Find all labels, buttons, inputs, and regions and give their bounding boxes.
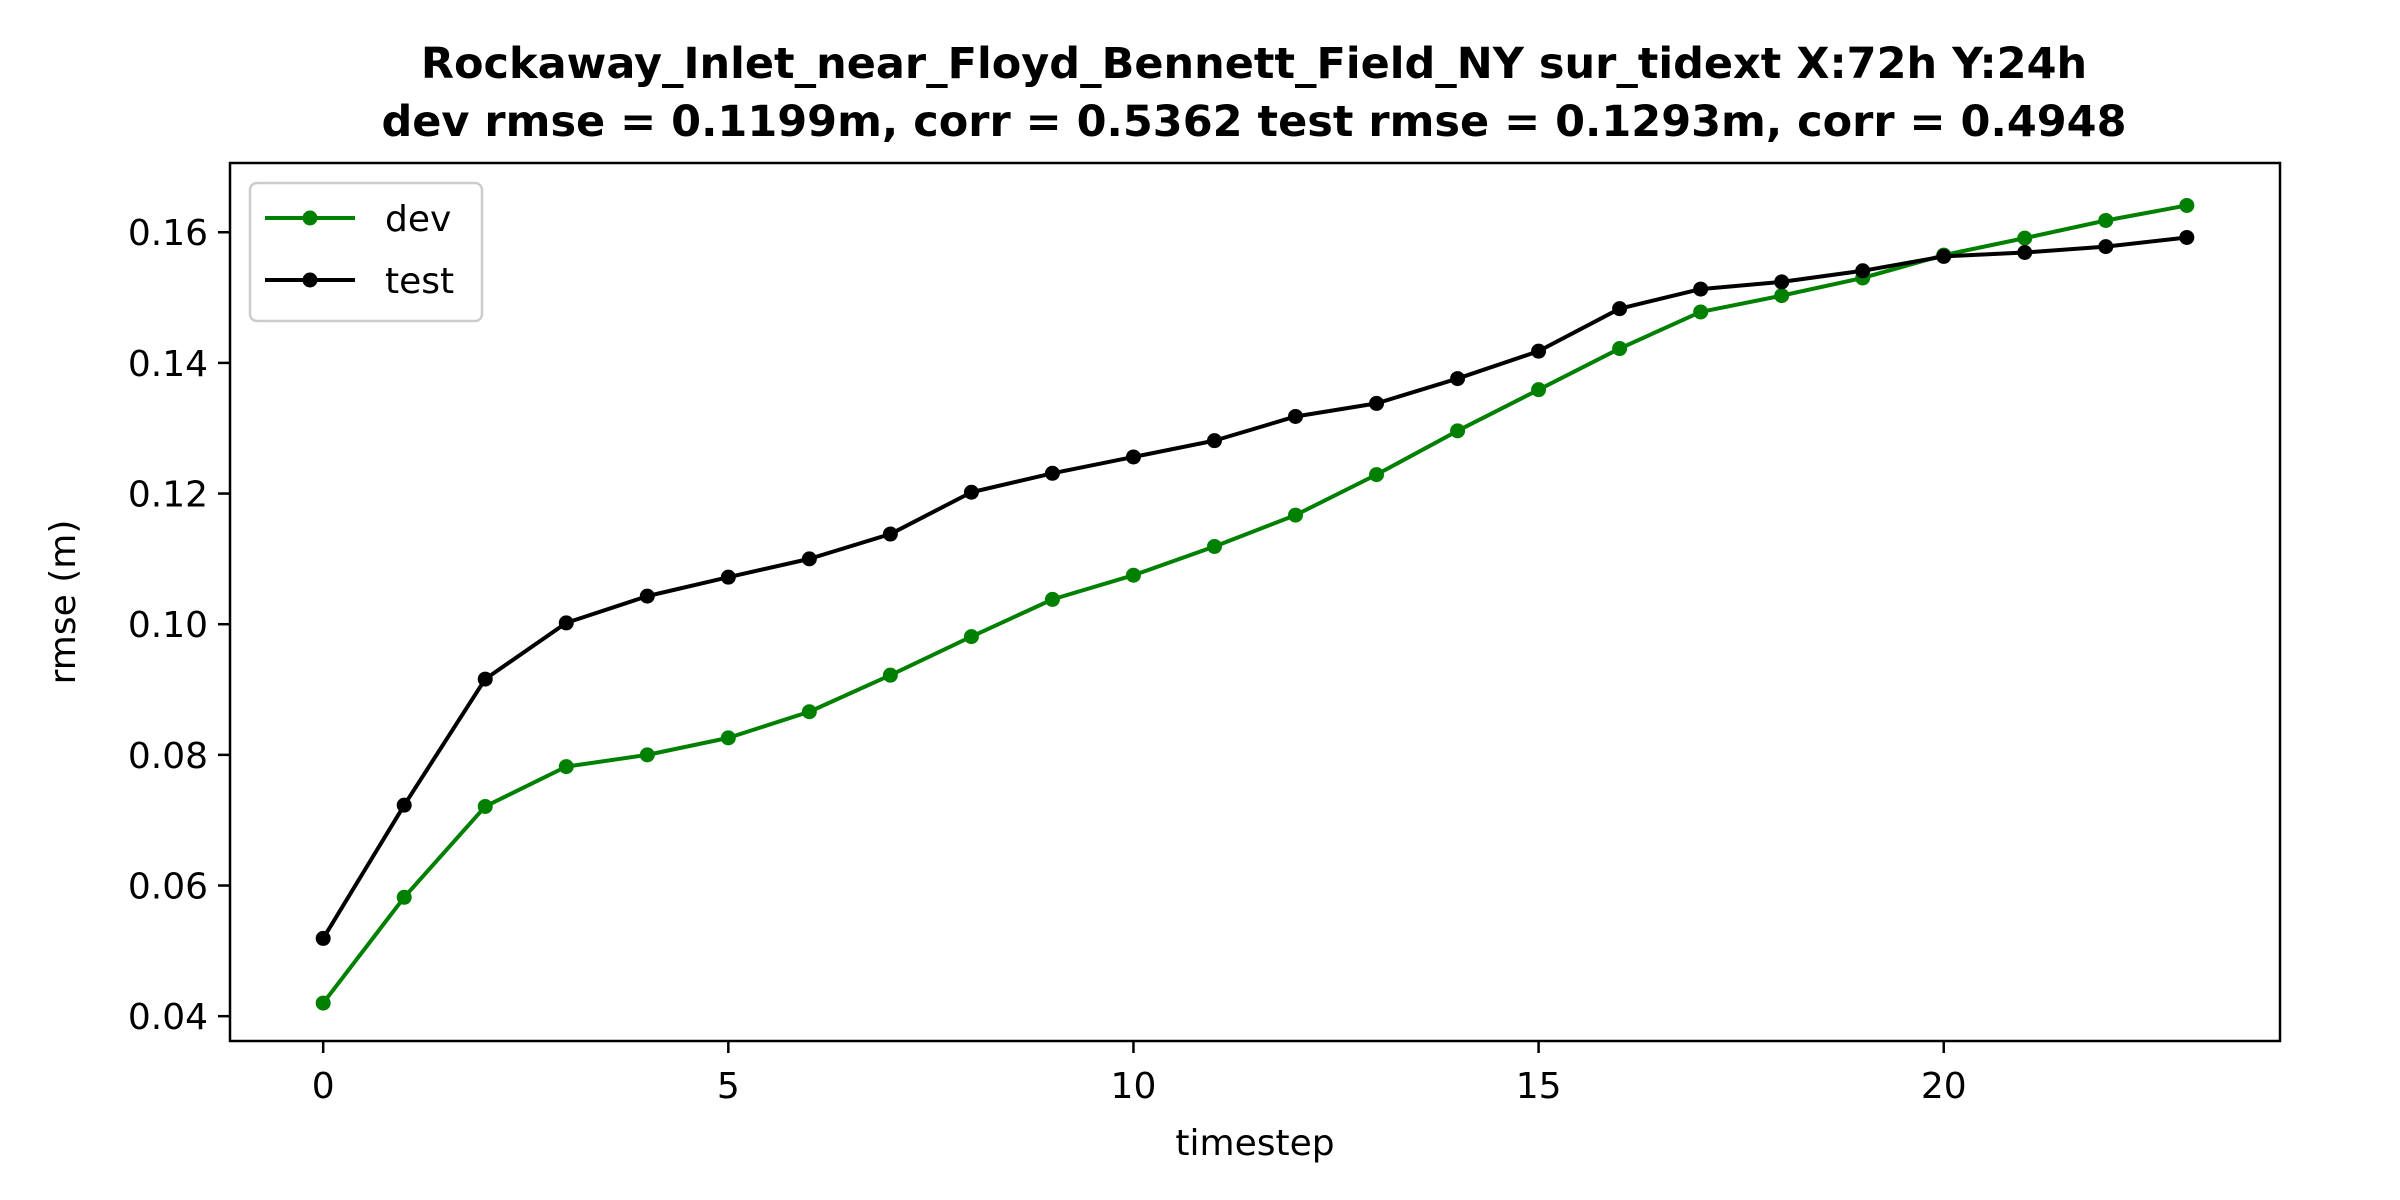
legend: dev test xyxy=(248,181,484,323)
y-tick-label: 0.10 xyxy=(128,605,208,646)
data-point-test xyxy=(2179,229,2195,245)
data-point-test xyxy=(1774,274,1790,290)
data-point-test xyxy=(1693,281,1709,297)
x-tick-label: 0 xyxy=(312,1066,335,1107)
data-point-dev xyxy=(2179,197,2195,213)
data-point-dev xyxy=(801,704,817,720)
x-tick-label: 15 xyxy=(1516,1066,1562,1107)
data-point-dev xyxy=(2017,230,2033,246)
y-axis-ticks: 0.04 0.06 0.08 0.10 0.12 0.14 0.16 xyxy=(128,213,230,1038)
data-point-dev xyxy=(315,995,331,1011)
data-point-dev xyxy=(1774,288,1790,304)
data-point-test xyxy=(639,588,655,604)
data-point-dev xyxy=(1369,467,1385,483)
data-point-dev xyxy=(1125,567,1141,583)
series-line-test xyxy=(320,235,2190,942)
data-point-test xyxy=(720,569,736,585)
data-point-test xyxy=(801,551,817,567)
data-point-dev xyxy=(1531,382,1547,398)
chart-title-line2: dev rmse = 0.1199m, corr = 0.5362 test r… xyxy=(381,97,2126,147)
x-tick-label: 10 xyxy=(1111,1066,1157,1107)
y-tick-label: 0.12 xyxy=(128,475,208,516)
data-point-dev xyxy=(1450,423,1466,439)
data-point-test xyxy=(558,615,574,631)
data-point-test xyxy=(2098,239,2114,255)
data-point-dev xyxy=(1612,341,1628,357)
series-test xyxy=(315,229,2195,946)
series-line-dev xyxy=(320,203,2190,1006)
x-axis-label: timestep xyxy=(1175,1123,1334,1164)
legend-marker-dev xyxy=(302,210,318,226)
data-point-test xyxy=(1125,449,1141,465)
data-point-dev xyxy=(396,889,412,905)
x-tick-label: 5 xyxy=(717,1066,740,1107)
y-tick-label: 0.16 xyxy=(128,213,208,254)
data-point-test xyxy=(1612,301,1628,317)
data-point-test xyxy=(1044,465,1060,481)
y-tick-label: 0.06 xyxy=(128,867,208,908)
y-axis-label: rmse (m) xyxy=(43,520,84,685)
data-point-test xyxy=(1288,408,1304,424)
data-point-test xyxy=(1450,371,1466,387)
x-tick-label: 20 xyxy=(1921,1066,1967,1107)
series-dev xyxy=(315,197,2195,1011)
data-point-dev xyxy=(1693,304,1709,320)
data-point-test xyxy=(882,526,898,542)
data-point-test xyxy=(1531,343,1547,359)
legend-label-dev: dev xyxy=(385,199,451,240)
data-point-dev xyxy=(477,798,493,814)
data-point-test xyxy=(1369,395,1385,411)
legend-label-test: test xyxy=(385,261,454,302)
data-point-test xyxy=(396,797,412,813)
data-point-dev xyxy=(639,747,655,763)
y-tick-label: 0.08 xyxy=(128,736,208,777)
y-tick-label: 0.14 xyxy=(128,344,208,385)
legend-entries: dev test xyxy=(265,199,454,302)
data-point-dev xyxy=(720,730,736,746)
data-point-dev xyxy=(882,667,898,683)
data-point-test xyxy=(477,671,493,687)
legend-marker-test xyxy=(302,272,318,288)
data-point-test xyxy=(2017,244,2033,260)
plot-marks xyxy=(315,197,2195,1011)
plot-frame xyxy=(228,161,2282,1043)
data-point-dev xyxy=(1206,538,1222,554)
data-point-dev xyxy=(1288,507,1304,523)
data-point-test xyxy=(963,484,979,500)
data-point-test xyxy=(1936,248,1952,264)
y-tick-label: 0.04 xyxy=(128,997,208,1038)
data-point-dev xyxy=(963,629,979,645)
chart-title-line1: Rockaway_Inlet_near_Floyd_Bennett_Field_… xyxy=(421,39,2087,89)
data-point-dev xyxy=(2098,212,2114,228)
data-point-dev xyxy=(558,759,574,775)
data-point-test xyxy=(1855,263,1871,279)
data-point-dev xyxy=(1044,591,1060,607)
data-point-test xyxy=(1206,433,1222,449)
data-point-test xyxy=(315,930,331,946)
x-axis-ticks: 0 5 10 15 20 xyxy=(312,1041,1967,1107)
